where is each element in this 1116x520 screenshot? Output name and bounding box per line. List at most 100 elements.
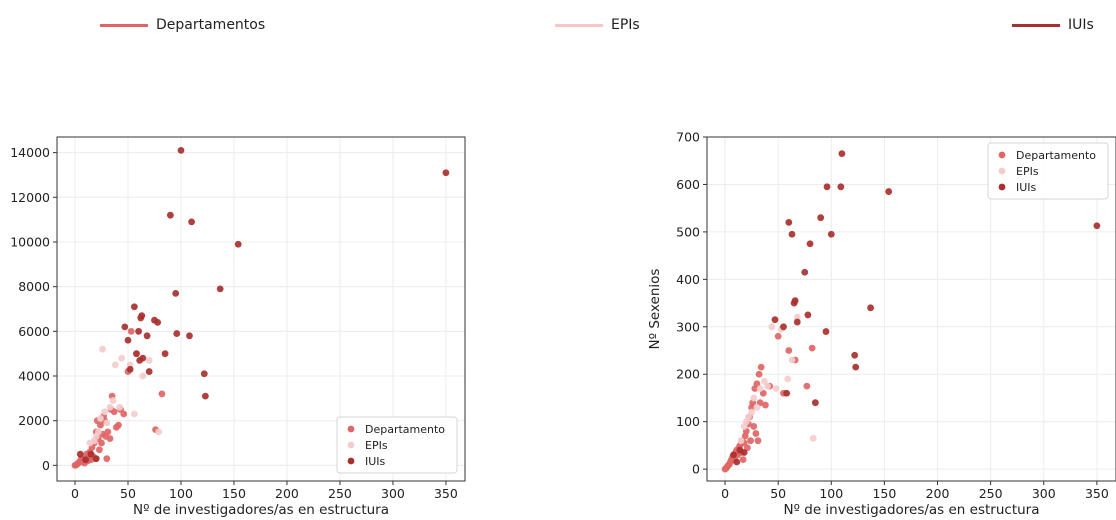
chart1-point-epis: [101, 408, 109, 416]
chart1-point-epis: [103, 419, 111, 427]
chart1-point-iuis: [188, 218, 195, 226]
chart2-point-iuis: [740, 449, 748, 456]
top-legend-line-epis: [555, 23, 603, 27]
chart2-point-iuis: [785, 219, 793, 226]
chart2-point-iuis: [771, 316, 779, 324]
chart2-xtick-label: 250: [979, 486, 1003, 501]
chart1-point-departamento: [95, 446, 103, 454]
chart1-point-iuis: [442, 169, 450, 177]
chart2-point-iuis: [838, 150, 846, 158]
chart2-point-iuis: [793, 318, 801, 326]
chart2-point-iuis: [867, 304, 874, 312]
chart2-point-epis: [772, 385, 780, 392]
chart1-ytick-label: 14000: [10, 145, 50, 160]
chart2-point-departamento: [755, 370, 763, 378]
chart1-ytick-label: 6000: [18, 324, 50, 339]
chart1-legend-label-iuis: IUIs: [365, 455, 386, 468]
chart1-legend-marker-iuis: [347, 457, 355, 465]
chart2-point-iuis: [780, 323, 787, 331]
chart1-point-epis: [99, 345, 106, 353]
chart2-xtick-label: 150: [872, 486, 896, 501]
chart1-point-departamento: [127, 327, 135, 335]
chart1-point-iuis: [87, 450, 95, 458]
chart1-point-iuis: [139, 354, 147, 362]
chart1-point-departamento: [98, 439, 105, 447]
chart1-point-iuis: [201, 392, 209, 400]
chart2-ytick-label: 500: [676, 224, 700, 239]
chart2-point-iuis: [811, 399, 819, 407]
chart1-ytick-label: 12000: [10, 190, 50, 205]
chart1-point-iuis: [82, 456, 90, 464]
scatter-chart-right: 0 50 100 150 200 250 300 350 0 100 200 300 400 500 600…: [647, 130, 1116, 518]
chart1-point-iuis: [145, 368, 153, 375]
chart1-ytick-label: 8000: [18, 279, 50, 294]
top-legend-label-iuis: IUIs: [1068, 17, 1094, 33]
chart1-point-iuis: [216, 285, 224, 293]
chart2-point-departamento: [752, 430, 760, 437]
chart1-legend-label-departamento: Departamento: [365, 423, 445, 436]
chart2-ytick-label: 300: [676, 319, 700, 334]
chart1-point-epis: [155, 428, 163, 436]
chart2-ytick-label: 400: [676, 272, 700, 287]
chart1-point-epis: [111, 361, 119, 369]
chart1-point-iuis: [126, 365, 134, 373]
chart1-series-departamento: [71, 327, 166, 469]
chart1-point-iuis: [172, 289, 180, 297]
chart2-point-departamento: [750, 423, 758, 430]
chart2-point-departamento: [757, 363, 765, 371]
chart1-xtick-label: 0: [71, 486, 79, 501]
chart1-point-epis: [116, 403, 123, 411]
chart2-legend-label-iuis: IUIs: [1016, 181, 1037, 194]
chart1-ytick-label: 0: [42, 458, 50, 473]
chart1-point-iuis: [92, 455, 100, 463]
chart2-point-iuis: [801, 268, 809, 276]
chart2-xtick-label: 300: [1032, 486, 1056, 501]
chart2-series-iuis: [730, 150, 1101, 466]
chart1-point-iuis: [186, 332, 193, 340]
chart2-point-epis: [768, 323, 776, 331]
chart1-point-iuis: [161, 350, 169, 358]
top-legend-line-iuis: [1012, 23, 1060, 27]
chart1-point-epis: [118, 354, 126, 362]
chart2-point-epis: [748, 408, 756, 416]
chart1-legend-marker-departamento: [347, 425, 355, 433]
chart2-ytick-label: 700: [676, 130, 700, 145]
top-legend-item-iuis: IUIs: [1012, 14, 1094, 36]
chart1-legend-box: [336, 416, 458, 474]
chart2-point-epis: [793, 313, 801, 321]
chart1-point-iuis: [138, 312, 146, 320]
chart1-point-iuis: [154, 319, 162, 326]
chart1-point-epis: [94, 428, 102, 436]
chart2-point-iuis: [827, 230, 835, 238]
chart1-point-epis: [145, 356, 153, 364]
chart1-point-iuis: [143, 332, 151, 340]
chart2-xtick-label: 0: [721, 486, 729, 501]
chart1-point-epis: [139, 372, 147, 380]
chart2-point-iuis: [822, 328, 830, 335]
top-legend-line-departamentos: [100, 23, 148, 27]
chart2-legend-marker-epis: [998, 167, 1006, 175]
top-legend-label-departamentos: Departamentos: [156, 17, 266, 33]
chart1-ytick-label: 4000: [18, 369, 50, 384]
chart2-series-departamento: [721, 332, 816, 473]
chart1-point-iuis: [76, 450, 84, 458]
chart1-point-iuis: [130, 303, 138, 311]
chart1-point-iuis: [177, 147, 185, 154]
chart1-point-epis: [97, 415, 104, 422]
chart2-point-iuis: [804, 311, 812, 319]
chart2-point-departamento: [754, 437, 762, 445]
chart1-point-departamento: [104, 428, 112, 436]
chart1-xtick-label: 100: [169, 486, 193, 501]
top-legend-item-epis: EPIs: [555, 14, 640, 36]
chart1-point-departamento: [115, 421, 122, 429]
chart1-point-departamento: [106, 435, 114, 442]
chart2-point-iuis: [852, 363, 860, 371]
chart2-plot-frame: [706, 136, 1116, 482]
chart2-point-iuis: [730, 451, 737, 459]
chart2-legend-marker-departamento: [998, 151, 1006, 159]
chart2-point-epis: [788, 356, 796, 364]
chart2-ytick-label: 200: [676, 367, 700, 382]
chart1-legend: Departamento EPIs IUIs: [336, 416, 458, 474]
chart1-point-iuis: [166, 211, 174, 219]
